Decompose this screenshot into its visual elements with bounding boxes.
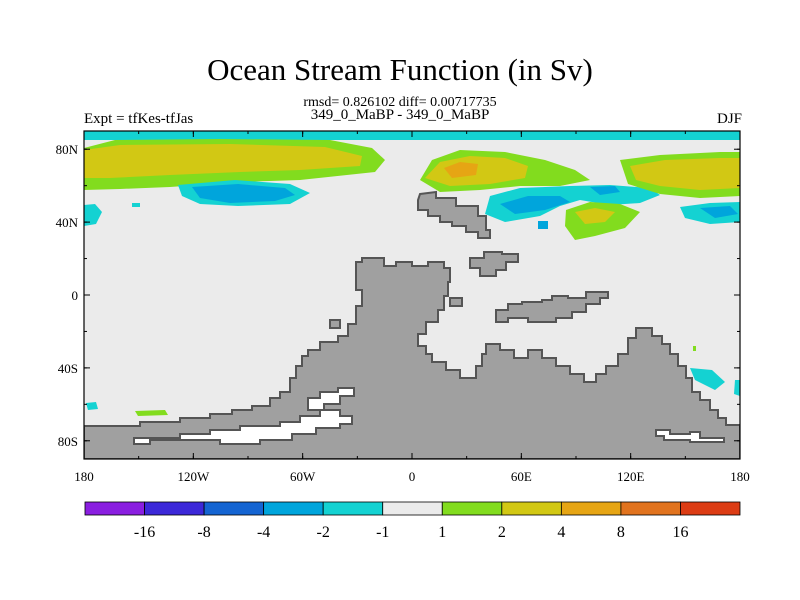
southeast-negative-2 xyxy=(734,380,740,396)
west-pacific-patch xyxy=(84,204,102,226)
colorbar-swatch xyxy=(144,501,205,516)
colorbar-swatch xyxy=(620,501,681,516)
colorbar-swatch xyxy=(84,501,145,516)
colorbar-swatch xyxy=(382,501,443,516)
atlantic-negative-core xyxy=(500,196,570,214)
colorbar-swatch xyxy=(680,501,741,516)
y-tick-label: 0 xyxy=(72,288,79,303)
x-tick-label: 120W xyxy=(177,469,210,484)
north-pacific-gyre-mid xyxy=(84,144,362,178)
landmass-north xyxy=(417,190,491,239)
east-positive-patch-core xyxy=(575,208,615,224)
y-tick-label: 80N xyxy=(56,142,79,157)
landmass-south xyxy=(84,257,740,459)
colorbar-swatch xyxy=(263,501,324,516)
x-tick-label: 180 xyxy=(74,469,94,484)
southeast-negative xyxy=(690,368,725,390)
colorbar: -16 -8 -4 -2 -1 1 2 4 8 16 xyxy=(84,501,741,541)
experiment-label: Expt = tfKes-tfJas xyxy=(84,111,194,127)
colorbar-swatch xyxy=(322,501,384,516)
colorbar-swatch xyxy=(203,501,265,516)
y-tick-label: 80S xyxy=(58,434,78,449)
colorbar-label: -2 xyxy=(317,524,330,541)
colorbar-swatch xyxy=(560,501,622,516)
colorbar-swatch xyxy=(441,501,503,516)
north-pacific-negative-core xyxy=(192,184,295,203)
landmass-small-1 xyxy=(449,297,463,307)
colorbar-label: 16 xyxy=(672,524,688,541)
y-tick-label: 40N xyxy=(56,215,79,230)
colorbar-label: 1 xyxy=(438,524,446,541)
axes: 180 120W 60W 0 60E 120E 180 80N 40N 0 40S 80S xyxy=(56,131,750,484)
x-tick-label: 180 xyxy=(730,469,750,484)
colorbar-label: 2 xyxy=(498,524,506,541)
subtitle: 349_0_MaBP - 349_0_MaBP xyxy=(310,107,490,123)
landmass-island-east xyxy=(469,251,519,277)
atlantic-negative xyxy=(485,185,660,222)
northeast-negative-core xyxy=(700,206,738,218)
colorbar-label: 4 xyxy=(557,524,565,541)
x-tick-label: 0 xyxy=(409,469,416,484)
colorbar-label: -16 xyxy=(134,524,155,541)
landmass-southeast-asia xyxy=(495,291,609,323)
colorbar-label: 8 xyxy=(617,524,625,541)
x-tick-label: 120E xyxy=(617,469,645,484)
chart-title: Ocean Stream Function (in Sv) xyxy=(207,52,593,87)
inland-lake-right xyxy=(655,429,725,443)
inland-lake-mid xyxy=(307,387,355,411)
colorbar-label: -4 xyxy=(257,524,270,541)
small-cyan-bit xyxy=(132,203,140,207)
colorbar-swatch xyxy=(501,501,562,516)
southeast-green-bit xyxy=(693,346,696,351)
south-atlantic-patch xyxy=(135,410,168,416)
colorbar-label: -8 xyxy=(197,524,210,541)
landmass-small-2 xyxy=(329,319,341,329)
y-tick-label: 40S xyxy=(58,361,78,376)
northeast-gyre-mid xyxy=(630,158,740,190)
season-label: DJF xyxy=(716,111,742,127)
atlantic-negative-core-2 xyxy=(590,186,620,195)
small-blue-bit xyxy=(538,221,548,229)
south-west-patch xyxy=(86,402,98,410)
inland-lake-left xyxy=(133,409,353,445)
x-tick-label: 60W xyxy=(290,469,316,484)
atlantic-gyre-core xyxy=(444,162,478,178)
x-tick-label: 60E xyxy=(511,469,532,484)
colorbar-label: -1 xyxy=(376,524,389,541)
stats-label: rmsd= 0.826102 diff= 0.00717735 xyxy=(303,95,497,110)
